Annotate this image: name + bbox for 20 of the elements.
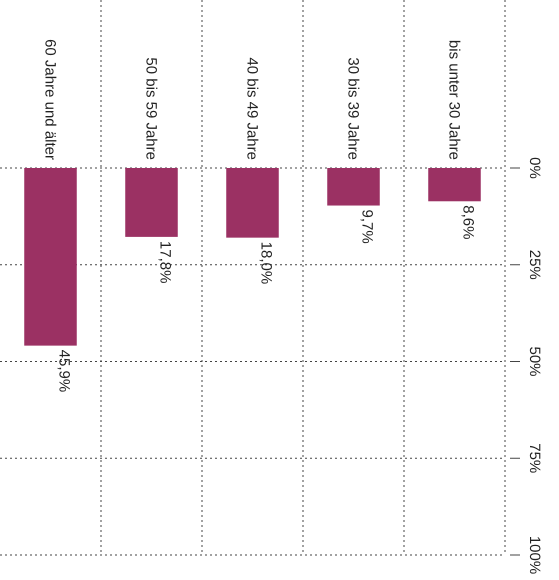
data-label: 8,6% <box>459 205 476 240</box>
y-tick-label: 50% <box>526 346 543 377</box>
bar <box>125 168 178 237</box>
data-label: 9,7% <box>358 210 376 244</box>
data-label: 18,0% <box>257 242 274 284</box>
bar <box>428 168 481 202</box>
x-tick-label: 50 bis 59 Jahre <box>142 57 160 160</box>
bar <box>24 168 77 346</box>
x-tick-label: 60 Jahre und älter <box>41 39 58 160</box>
data-label: 17,8% <box>156 240 174 284</box>
y-tick-label: 0% <box>526 157 543 179</box>
x-tick-label: 30 bis 39 Jahre <box>344 57 362 160</box>
y-tick-label: 25% <box>526 250 543 280</box>
y-tick-label: 75% <box>526 443 543 474</box>
y-tick-label: 100% <box>526 536 543 574</box>
x-tick-label: bis unter 30 Jahre <box>445 40 462 160</box>
bar <box>327 168 380 206</box>
data-label: 45,9% <box>55 350 72 392</box>
bar <box>226 168 279 238</box>
x-tick-label: 40 bis 49 Jahre <box>243 57 260 160</box>
